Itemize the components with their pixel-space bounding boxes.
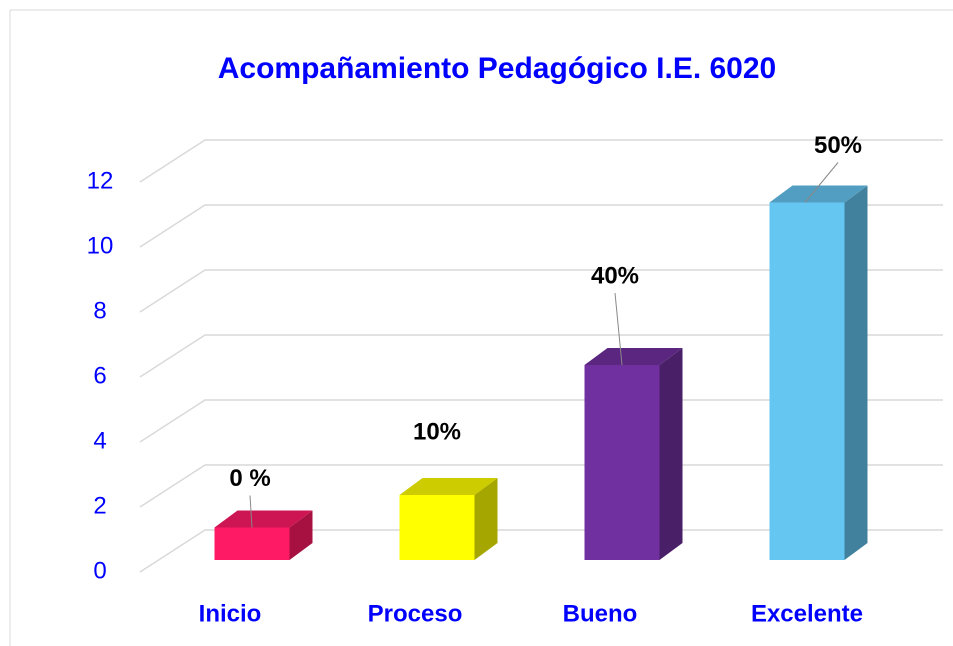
x-tick-label: Excelente <box>751 600 863 627</box>
x-tick-label: Bueno <box>563 600 638 627</box>
bar-side <box>844 185 868 560</box>
bar-top <box>769 185 868 203</box>
grid-line <box>139 139 943 183</box>
grid-line <box>139 529 943 573</box>
y-tick-label: 8 <box>93 297 106 324</box>
y-tick-label: 10 <box>87 232 114 259</box>
bar-top <box>214 510 313 528</box>
bar-side <box>289 510 313 560</box>
grid-line <box>139 464 943 508</box>
bar-top <box>584 348 683 365</box>
leader-line <box>249 495 253 528</box>
bar <box>584 365 660 560</box>
grid-line <box>139 269 943 313</box>
data-label: 10% <box>413 418 461 445</box>
x-tick-label: Proceso <box>368 600 463 627</box>
y-tick-label: 6 <box>93 362 106 389</box>
data-label: 40% <box>591 262 639 289</box>
leader-line <box>614 292 623 366</box>
bar-side <box>659 348 683 560</box>
bar <box>214 527 290 560</box>
y-tick-label: 2 <box>93 492 106 519</box>
y-tick-label: 0 <box>93 557 106 584</box>
grid-line <box>139 399 943 443</box>
grid-line <box>139 204 943 248</box>
y-tick-label: 4 <box>93 427 106 454</box>
bar-top <box>399 478 498 495</box>
grid-line <box>139 334 943 378</box>
data-label: 0 % <box>229 465 270 492</box>
bar-side <box>474 478 498 560</box>
leader-line <box>804 162 839 203</box>
chart-title: Acompañamiento Pedagógico I.E. 6020 <box>218 52 777 85</box>
data-label: 50% <box>814 132 862 159</box>
x-tick-label: Inicio <box>199 600 262 627</box>
bar <box>769 202 845 560</box>
y-tick-label: 12 <box>87 167 114 194</box>
bar <box>399 495 475 560</box>
